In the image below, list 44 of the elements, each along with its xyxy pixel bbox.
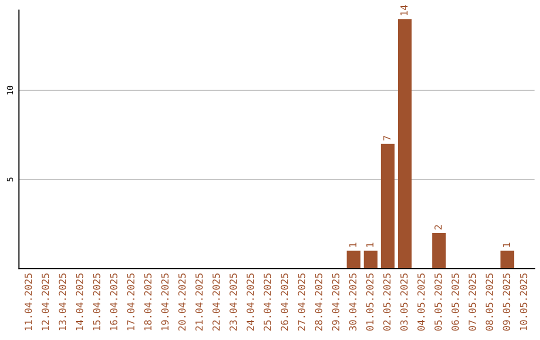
x-tick-label: 06.05.2025 — [452, 274, 459, 331]
x-tick-label: 19.04.2025 — [161, 274, 169, 330]
x-tick-label: 03.05.2025 — [400, 274, 408, 331]
x-tick-label: 14.04.2025 — [76, 274, 84, 330]
x-tick-label: 01.05.2025 — [366, 274, 374, 331]
data-label: 1 — [349, 242, 356, 247]
data-label: 14 — [400, 5, 408, 16]
bar — [398, 19, 412, 269]
x-tick-label: 07.05.2025 — [468, 274, 476, 331]
x-tick-label: 02.05.2025 — [383, 274, 391, 331]
x-tick-label: 23.04.2025 — [230, 274, 237, 331]
x-tick-label: 18.04.2025 — [144, 274, 152, 330]
x-tick-label: 16.04.2025 — [110, 274, 118, 330]
bar — [346, 250, 360, 269]
x-tick-label: 22.04.2025 — [212, 274, 220, 331]
data-label: 1 — [366, 242, 374, 247]
x-tick-label: 21.04.2025 — [195, 274, 203, 331]
x-tick-label: 24.04.2025 — [246, 274, 254, 331]
x-tick-label: 05.05.2025 — [434, 274, 442, 331]
x-tick-label: 27.04.2025 — [298, 274, 306, 331]
x-tick-label: 25.04.2025 — [264, 274, 272, 331]
x-tick-label: 17.04.2025 — [127, 274, 134, 330]
x-tick-label: 29.04.2025 — [332, 274, 340, 331]
x-tick-label: 11.04.2025 — [24, 274, 32, 330]
x-tick-label: 26.04.2025 — [280, 274, 288, 331]
bar — [432, 232, 446, 269]
x-tick-label: 09.05.2025 — [502, 274, 510, 331]
x-tick-label: 04.05.2025 — [417, 274, 425, 331]
data-label: 7 — [383, 136, 390, 140]
data-label: 1 — [502, 242, 510, 247]
bar — [364, 250, 378, 269]
x-tick-label: 20.04.2025 — [178, 274, 186, 331]
x-tick-label: 15.04.2025 — [92, 274, 100, 330]
data-label: 2 — [434, 225, 442, 230]
y-tick-label: 10 — [6, 86, 14, 94]
bar — [500, 250, 514, 269]
bar — [380, 144, 395, 269]
x-tick-label: 13.04.2025 — [58, 274, 66, 330]
x-tick-label: 08.05.2025 — [486, 274, 494, 331]
y-tick-label: 5 — [6, 178, 14, 182]
x-tick-label: 10.05.2025 — [520, 274, 528, 330]
x-tick-label: 28.04.2025 — [314, 274, 322, 331]
x-tick-label: 12.04.2025 — [42, 274, 50, 330]
x-tick-label: 30.04.2025 — [349, 274, 356, 331]
